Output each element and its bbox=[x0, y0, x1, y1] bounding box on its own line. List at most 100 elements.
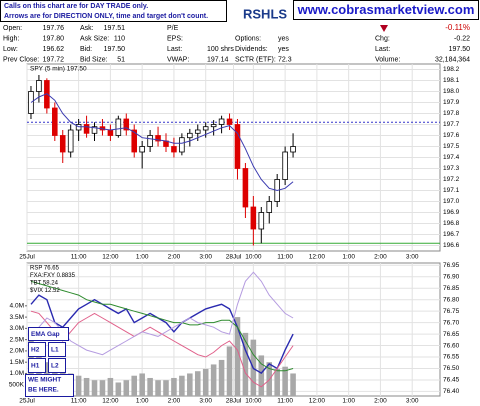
annotation-text: WE MIGHT bbox=[28, 377, 61, 384]
annotation-text: BE HERE. bbox=[28, 387, 59, 394]
x-tick-label: 25Jul bbox=[19, 254, 35, 261]
x-tick-label: 28Jul bbox=[226, 398, 242, 405]
legend-label: RSP 76.65 bbox=[30, 266, 60, 272]
quote-label: Options: bbox=[235, 35, 261, 42]
quote-value: 51 bbox=[117, 56, 125, 63]
x-tick-label: 3:00 bbox=[406, 398, 419, 405]
x-tick-label: 3:00 bbox=[199, 254, 212, 261]
y-tick-label: 196.8 bbox=[443, 220, 460, 227]
x-tick-label: 2:00 bbox=[168, 254, 181, 261]
y2-tick-label: 76.45 bbox=[443, 377, 460, 384]
candle-body bbox=[28, 91, 34, 114]
y2-tick-label: 76.65 bbox=[443, 331, 460, 338]
x-tick-label: 3:00 bbox=[199, 398, 212, 405]
y-tick-label: 198.2 bbox=[443, 66, 460, 73]
candle-body bbox=[83, 124, 90, 134]
candle-body bbox=[258, 212, 265, 230]
x-tick-label: 25Jul bbox=[19, 398, 35, 405]
quote-label: Open: bbox=[3, 25, 22, 32]
stat-label: Volume: bbox=[375, 56, 400, 63]
y2-tick-label: 76.80 bbox=[443, 296, 460, 303]
candle-body bbox=[36, 80, 42, 92]
volume-bar bbox=[107, 377, 114, 396]
candle-body bbox=[123, 118, 130, 131]
site-url: www.cobrasmarketview.com bbox=[297, 2, 475, 17]
x-tick-label: 11:00 bbox=[71, 398, 87, 405]
x-tick-label: 1:00 bbox=[342, 254, 355, 261]
volume-bar bbox=[218, 359, 225, 396]
x-tick-label: 1:00 bbox=[342, 398, 355, 405]
series-line bbox=[30, 294, 294, 374]
candle-body bbox=[250, 206, 257, 230]
quote-value: 110 bbox=[114, 35, 125, 42]
annotation-text: L2 bbox=[51, 363, 59, 370]
x-tick-label: 1:00 bbox=[136, 254, 149, 261]
quote-label: Ask Size: bbox=[80, 35, 109, 42]
candle-body bbox=[75, 124, 82, 131]
legend-label: SPY (5 min) 197.50 bbox=[30, 66, 87, 73]
x-tick-label: 12:00 bbox=[102, 398, 119, 405]
volume-bar bbox=[163, 380, 169, 396]
x-tick-label: 2:00 bbox=[374, 254, 387, 261]
annotation-box bbox=[25, 374, 74, 397]
quote-value: 197.80 bbox=[43, 35, 65, 42]
candle-body bbox=[210, 124, 217, 128]
y-tick-label: 196.7 bbox=[443, 231, 460, 238]
y2-tick-label: 76.95 bbox=[443, 262, 460, 269]
annotation-box bbox=[28, 358, 46, 373]
x-tick-label: 12:00 bbox=[102, 254, 119, 261]
y-tick-label: 197.1 bbox=[443, 187, 460, 194]
y2-tick-label: 76.85 bbox=[443, 285, 460, 292]
y2-tick-label: 76.50 bbox=[443, 365, 460, 372]
notice-line: Calls on this chart are for DAY TRADE on… bbox=[4, 3, 148, 10]
annotation-box bbox=[48, 358, 66, 373]
volume-bar bbox=[210, 364, 217, 396]
volume-bar bbox=[139, 373, 145, 396]
y2-tick-label: 76.55 bbox=[443, 354, 460, 361]
volume-bar bbox=[258, 355, 265, 396]
volume-bar bbox=[131, 375, 138, 396]
quote-label: Prev Close: bbox=[3, 56, 39, 63]
quote-label: Bid Size: bbox=[80, 56, 108, 63]
candle-body bbox=[187, 132, 193, 139]
candle-body bbox=[107, 129, 114, 136]
x-tick-label: 2:00 bbox=[374, 398, 387, 405]
y-tick-label: 196.9 bbox=[443, 209, 460, 216]
quote-value: yes bbox=[278, 35, 289, 42]
volume-bar bbox=[171, 377, 177, 396]
candle-body bbox=[67, 129, 74, 153]
candle-body bbox=[194, 129, 201, 134]
y-tick-label: 197.7 bbox=[443, 121, 460, 128]
quote-label: VWAP: bbox=[167, 56, 189, 63]
y-tick-label: 1.5M bbox=[10, 359, 24, 366]
x-tick-label: 2:00 bbox=[168, 398, 181, 405]
quote-label: Last: bbox=[167, 46, 182, 53]
y-tick-label: 196.6 bbox=[443, 242, 460, 249]
candle-body bbox=[139, 146, 145, 153]
volume-bar bbox=[123, 380, 130, 396]
symbol: RSHLS bbox=[243, 6, 287, 21]
candle-body bbox=[234, 124, 241, 169]
y-tick-label: 197.8 bbox=[443, 110, 460, 117]
quote-label: P/E bbox=[167, 25, 179, 32]
volume-bar bbox=[75, 375, 82, 396]
x-tick-label: 28Jul bbox=[226, 254, 242, 261]
annotation-box bbox=[48, 342, 66, 357]
volume-bar bbox=[91, 380, 98, 396]
candle-body bbox=[147, 135, 153, 147]
candle-body bbox=[171, 146, 177, 153]
x-tick-label: 11:00 bbox=[277, 254, 293, 261]
y-tick-label: 198.1 bbox=[443, 77, 460, 84]
volume-bar bbox=[99, 380, 106, 396]
x-tick-label: 12:00 bbox=[309, 398, 326, 405]
candle-body bbox=[242, 168, 249, 208]
moving-average bbox=[30, 93, 294, 192]
notice-box bbox=[0, 0, 227, 22]
y2-tick-label: 76.70 bbox=[443, 319, 460, 326]
candle-body bbox=[52, 107, 58, 136]
legend-label: TBT 58.24 bbox=[30, 281, 59, 287]
annotation-text: H2 bbox=[31, 347, 40, 354]
volume-bar bbox=[115, 382, 122, 396]
candle-body bbox=[282, 151, 288, 180]
